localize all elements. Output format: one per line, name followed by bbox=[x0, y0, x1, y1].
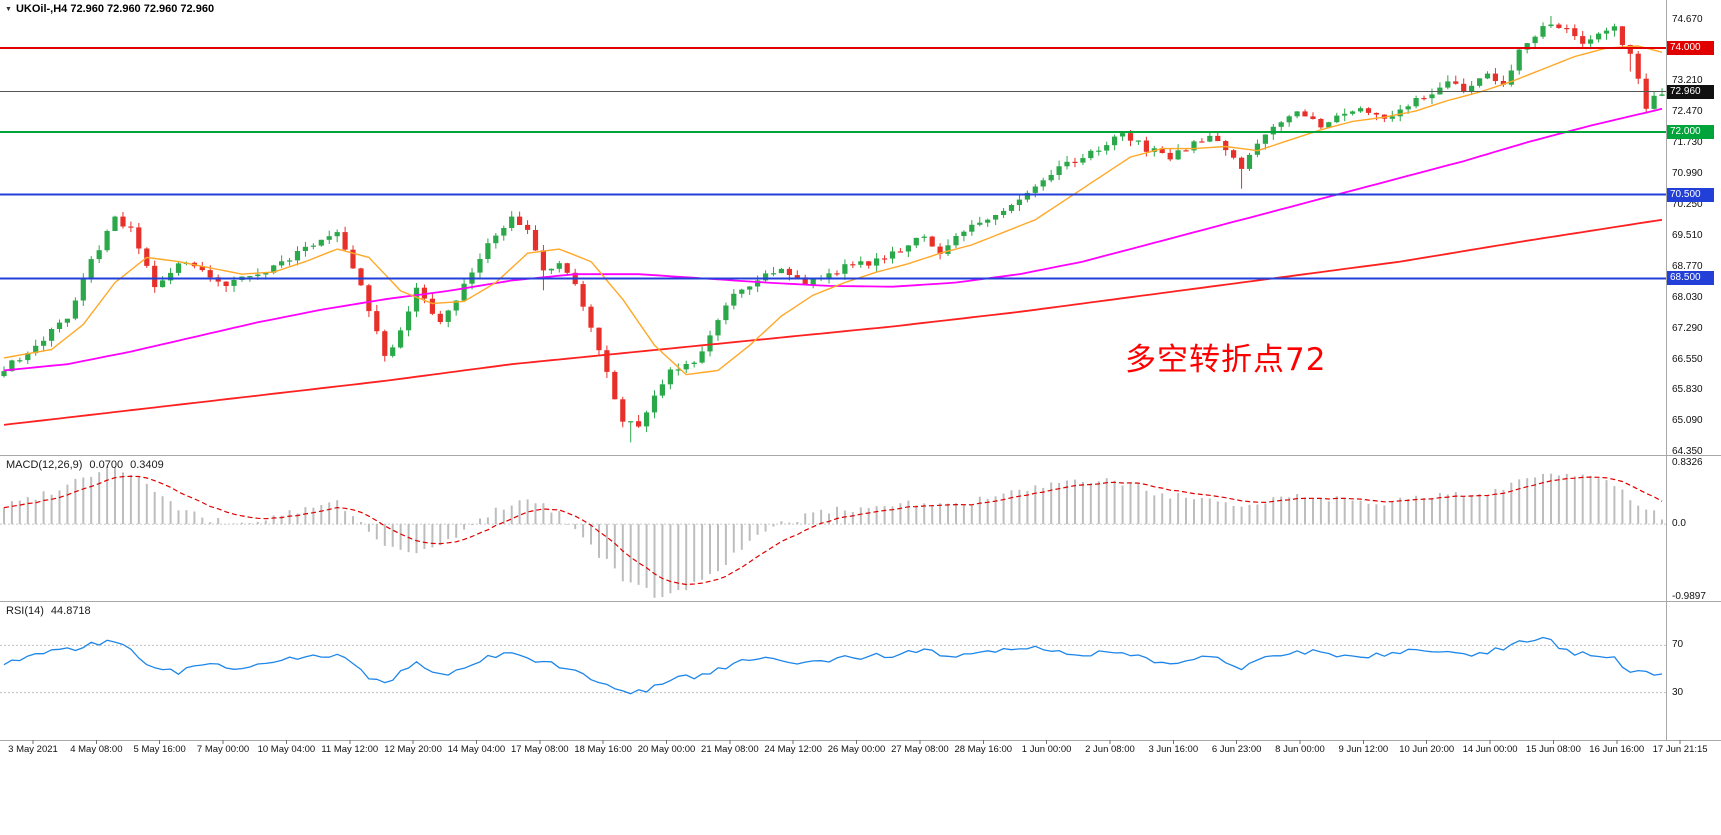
time-axis-label: 17 Jun 21:15 bbox=[1652, 744, 1708, 755]
rsi-axis-label: 70 bbox=[1672, 639, 1684, 651]
time-axis-label: 28 May 16:00 bbox=[954, 744, 1013, 755]
time-axis-label: 14 Jun 00:00 bbox=[1462, 744, 1518, 755]
time-axis[interactable]: 3 May 2021 4 May 08:00 5 May 16:00 7 May 00… bbox=[0, 740, 1721, 764]
macd-axis-label: 0.8326 bbox=[1672, 457, 1703, 469]
time-axis-label: 5 May 16:00 bbox=[133, 744, 186, 755]
time-axis-label: 12 May 20:00 bbox=[384, 744, 442, 755]
time-axis-label: 26 May 00:00 bbox=[827, 744, 886, 755]
time-axis-label: 24 May 12:00 bbox=[764, 744, 822, 755]
rsi-value: 44.8718 bbox=[50, 605, 91, 617]
axis-lines-layer bbox=[0, 0, 1721, 744]
annotation-text: 多空转折点72 bbox=[1125, 342, 1327, 378]
ma-fast-line bbox=[3, 45, 1663, 376]
price-axis-label: 66.550 bbox=[1672, 353, 1703, 365]
time-axis-label: 20 May 00:00 bbox=[637, 744, 696, 755]
price-axis-label: 72.470 bbox=[1672, 106, 1703, 118]
price-level-badge: 74.000 bbox=[1667, 41, 1714, 56]
price-axis-label: 74.670 bbox=[1672, 14, 1703, 26]
price-axis-label: 68.770 bbox=[1672, 261, 1703, 273]
time-axis-label: 10 May 04:00 bbox=[257, 744, 316, 755]
candles-layer bbox=[1, 16, 1665, 443]
rsi-indicator-label: RSI(14) 44.8718 bbox=[6, 605, 91, 617]
time-axis-label: 7 May 00:00 bbox=[196, 744, 250, 755]
chart-header: ▼ UKOil-,H4 72.960 72.960 72.960 72.960 bbox=[5, 3, 214, 15]
price-axis[interactable]: 74.670 73.210 72.470 71.730 70.990 70.250 69.5… bbox=[1667, 0, 1721, 740]
time-axis-label: 15 Jun 08:00 bbox=[1525, 744, 1581, 755]
price-level-badge: 70.500 bbox=[1667, 187, 1714, 202]
price-axis-label: 70.250 bbox=[1672, 199, 1703, 211]
price-axis-label: 68.030 bbox=[1672, 292, 1703, 304]
time-axis-label: 2 Jun 08:00 bbox=[1085, 744, 1135, 755]
price-axis-label: 73.210 bbox=[1672, 75, 1703, 87]
price-axis-label: 69.510 bbox=[1672, 230, 1703, 242]
price-axis-label: 71.730 bbox=[1672, 137, 1703, 149]
macd-layer bbox=[0, 466, 1666, 598]
ma-mid-line bbox=[3, 107, 1663, 372]
macd-signal-value: 0.3409 bbox=[130, 459, 164, 471]
moving-averages-layer bbox=[3, 45, 1663, 426]
rsi-layer bbox=[0, 636, 1666, 695]
chart-title-text: UKOil-,H4 72.960 72.960 72.960 72.960 bbox=[15, 3, 215, 15]
time-axis-label: 10 Jun 20:00 bbox=[1399, 744, 1455, 755]
rsi-line bbox=[3, 636, 1663, 695]
time-axis-label: 3 Jun 16:00 bbox=[1148, 744, 1199, 755]
time-axis-label: 11 May 12:00 bbox=[321, 744, 379, 755]
chevron-down-icon[interactable]: ▼ bbox=[5, 5, 12, 13]
time-axis-label: 21 May 08:00 bbox=[701, 744, 759, 755]
macd-main-value: 0.0700 bbox=[89, 459, 124, 471]
price-level-badge: 68.500 bbox=[1667, 271, 1714, 286]
level-lines-layer bbox=[0, 47, 1666, 280]
rsi-name: RSI(14) bbox=[6, 605, 44, 617]
price-axis-label: 65.830 bbox=[1672, 384, 1703, 396]
price-axis-label: 65.090 bbox=[1672, 415, 1703, 427]
ma-slow-line bbox=[3, 218, 1663, 426]
time-axis-label: 1 Jun 00:00 bbox=[1021, 744, 1072, 755]
macd-indicator-label: MACD(12,26,9) 0.0700 0.3409 bbox=[6, 459, 164, 471]
macd-axis-label: -0.9897 bbox=[1672, 590, 1706, 602]
macd-name: MACD(12,26,9) bbox=[6, 459, 83, 471]
macd-axis-label: 0.0 bbox=[1672, 518, 1686, 530]
time-axis-label: 4 May 08:00 bbox=[70, 744, 123, 755]
time-axis-label: 6 Jun 23:00 bbox=[1211, 744, 1262, 755]
time-axis-label: 17 May 08:00 bbox=[511, 744, 569, 755]
price-axis-label: 67.290 bbox=[1672, 323, 1703, 334]
rsi-axis-label: 30 bbox=[1672, 686, 1684, 698]
macd-signal-line bbox=[3, 475, 1663, 586]
time-axis-label: 9 Jun 12:00 bbox=[1338, 744, 1389, 755]
time-axis-label: 18 May 16:00 bbox=[574, 744, 632, 755]
price-axis-label: 70.990 bbox=[1672, 168, 1703, 180]
price-axis-label: 64.350 bbox=[1672, 446, 1703, 458]
time-axis-label: 27 May 08:00 bbox=[891, 744, 949, 755]
price-level-badge: 72.960 bbox=[1667, 84, 1714, 99]
time-axis-label: 8 Jun 00:00 bbox=[1275, 744, 1325, 755]
time-axis-label: 3 May 2021 bbox=[8, 744, 58, 755]
price-level-badge: 72.000 bbox=[1667, 124, 1714, 139]
time-axis-label: 16 Jun 16:00 bbox=[1589, 744, 1645, 755]
time-axis-label: 14 May 04:00 bbox=[447, 744, 506, 755]
